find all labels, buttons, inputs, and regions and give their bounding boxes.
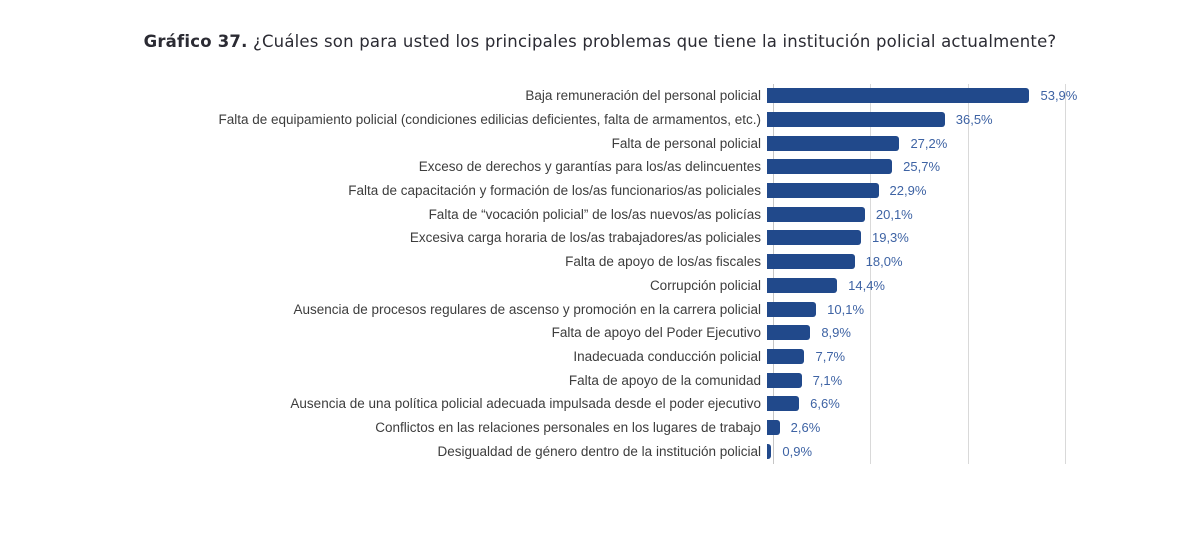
value-label: 7,7% bbox=[815, 348, 846, 364]
category-label: Falta de apoyo del Poder Ejecutivo bbox=[551, 325, 761, 341]
category-label: Falta de capacitación y formación de los… bbox=[348, 183, 761, 199]
bar bbox=[767, 372, 802, 388]
bar-row: Conflictos en las relaciones personales … bbox=[102, 416, 1177, 440]
value-label: 25,7% bbox=[903, 159, 941, 175]
chart-title-number: Gráfico 37. bbox=[143, 32, 248, 51]
value-label: 18,0% bbox=[865, 254, 903, 270]
bar bbox=[767, 135, 900, 151]
bar-row: Ausencia de una política policial adecua… bbox=[102, 392, 1177, 416]
category-label: Conflictos en las relaciones personales … bbox=[375, 419, 761, 435]
bar-row: Falta de “vocación policial” de los/as n… bbox=[102, 202, 1177, 226]
bar-rows: Baja remuneración del personal policial 5… bbox=[102, 84, 1177, 463]
bar-area: 14,4% bbox=[767, 274, 1177, 298]
bar-area: 7,7% bbox=[767, 345, 1177, 369]
category-label: Ausencia de una política policial adecua… bbox=[290, 396, 761, 412]
chart-title-text: ¿Cuáles son para usted los principales p… bbox=[247, 32, 1057, 51]
bar bbox=[767, 112, 945, 128]
category-label: Inadecuada conducción policial bbox=[573, 348, 761, 364]
bar-row: Falta de apoyo del Poder Ejecutivo 8,9% bbox=[102, 321, 1177, 345]
value-label: 19,3% bbox=[871, 230, 909, 246]
bar-row: Falta de personal policial 27,2% bbox=[102, 131, 1177, 155]
value-label: 53,9% bbox=[1040, 88, 1078, 104]
chart-title: Gráfico 37. ¿Cuáles son para usted los p… bbox=[0, 32, 1200, 51]
category-label: Falta de personal policial bbox=[611, 135, 761, 151]
bar bbox=[767, 396, 800, 412]
bar-area: 19,3% bbox=[767, 226, 1177, 250]
bar-row: Falta de apoyo de la comunidad 7,1% bbox=[102, 368, 1177, 392]
bar bbox=[767, 88, 1030, 104]
bar-row: Exceso de derechos y garantías para los/… bbox=[102, 155, 1177, 179]
bar-row: Excesiva carga horaria de los/as trabaja… bbox=[102, 226, 1177, 250]
bar bbox=[767, 348, 805, 364]
value-label: 22,9% bbox=[889, 183, 927, 199]
bar-area: 53,9% bbox=[767, 84, 1177, 108]
grid-overlay bbox=[773, 84, 1173, 464]
bar bbox=[767, 159, 893, 175]
value-label: 36,5% bbox=[955, 112, 993, 128]
value-label: 20,1% bbox=[875, 206, 913, 222]
bar-area: 25,7% bbox=[767, 155, 1177, 179]
bar-area: 36,5% bbox=[767, 108, 1177, 132]
category-label: Falta de “vocación policial” de los/as n… bbox=[428, 206, 761, 222]
bar-area: 18,0% bbox=[767, 250, 1177, 274]
bar bbox=[767, 183, 879, 199]
bar-row: Falta de capacitación y formación de los… bbox=[102, 179, 1177, 203]
category-label: Falta de equipamiento policial (condicio… bbox=[218, 112, 761, 128]
axis-line bbox=[773, 84, 774, 464]
bar bbox=[767, 443, 772, 459]
bar bbox=[767, 277, 838, 293]
bar-row: Ausencia de procesos regulares de ascens… bbox=[102, 297, 1177, 321]
bar-area: 20,1% bbox=[767, 202, 1177, 226]
value-label: 8,9% bbox=[821, 325, 851, 341]
category-label: Ausencia de procesos regulares de ascens… bbox=[293, 301, 761, 317]
category-label: Baja remuneración del personal policial bbox=[525, 88, 761, 104]
bar-area: 2,6% bbox=[767, 416, 1177, 440]
gridline bbox=[1065, 84, 1067, 464]
gridline bbox=[870, 84, 872, 464]
bar-chart: Baja remuneración del personal policial 5… bbox=[102, 84, 1177, 464]
bar-area: 27,2% bbox=[767, 131, 1177, 155]
value-label: 7,1% bbox=[812, 372, 843, 388]
bar-row: Inadecuada conducción policial 7,7% bbox=[102, 345, 1177, 369]
bar-row: Baja remuneración del personal policial 5… bbox=[102, 84, 1177, 108]
bar-row: Falta de apoyo de los/as fiscales 18,0% bbox=[102, 250, 1177, 274]
category-label: Falta de apoyo de la comunidad bbox=[568, 372, 761, 388]
category-label: Falta de apoyo de los/as fiscales bbox=[565, 254, 761, 270]
value-label: 0,9% bbox=[782, 443, 813, 459]
bar-area: 10,1% bbox=[767, 297, 1177, 321]
bar bbox=[767, 301, 817, 317]
value-label: 6,6% bbox=[810, 396, 840, 412]
bar-row: Desigualdad de género dentro de la insti… bbox=[102, 439, 1177, 463]
value-label: 10,1% bbox=[827, 301, 865, 317]
bar bbox=[767, 254, 855, 270]
bar bbox=[767, 230, 861, 246]
category-label: Corrupción policial bbox=[649, 277, 761, 293]
category-label: Desigualdad de género dentro de la insti… bbox=[437, 443, 761, 459]
bar bbox=[767, 419, 780, 435]
bar-row: Corrupción policial 14,4% bbox=[102, 274, 1177, 298]
bar-area: 8,9% bbox=[767, 321, 1177, 345]
value-label: 2,6% bbox=[790, 419, 821, 435]
bar bbox=[767, 325, 811, 341]
bar-area: 7,1% bbox=[767, 368, 1177, 392]
category-label: Excesiva carga horaria de los/as trabaja… bbox=[409, 230, 761, 246]
bar-row: Falta de equipamiento policial (condicio… bbox=[102, 108, 1177, 132]
value-label: 27,2% bbox=[910, 135, 948, 151]
bar bbox=[767, 206, 865, 222]
category-label: Exceso de derechos y garantías para los/… bbox=[418, 159, 761, 175]
bar-area: 22,9% bbox=[767, 179, 1177, 203]
bar-area: 6,6% bbox=[767, 392, 1177, 416]
gridline bbox=[967, 84, 969, 464]
value-label: 14,4% bbox=[848, 277, 885, 293]
bar-area: 0,9% bbox=[767, 439, 1177, 463]
